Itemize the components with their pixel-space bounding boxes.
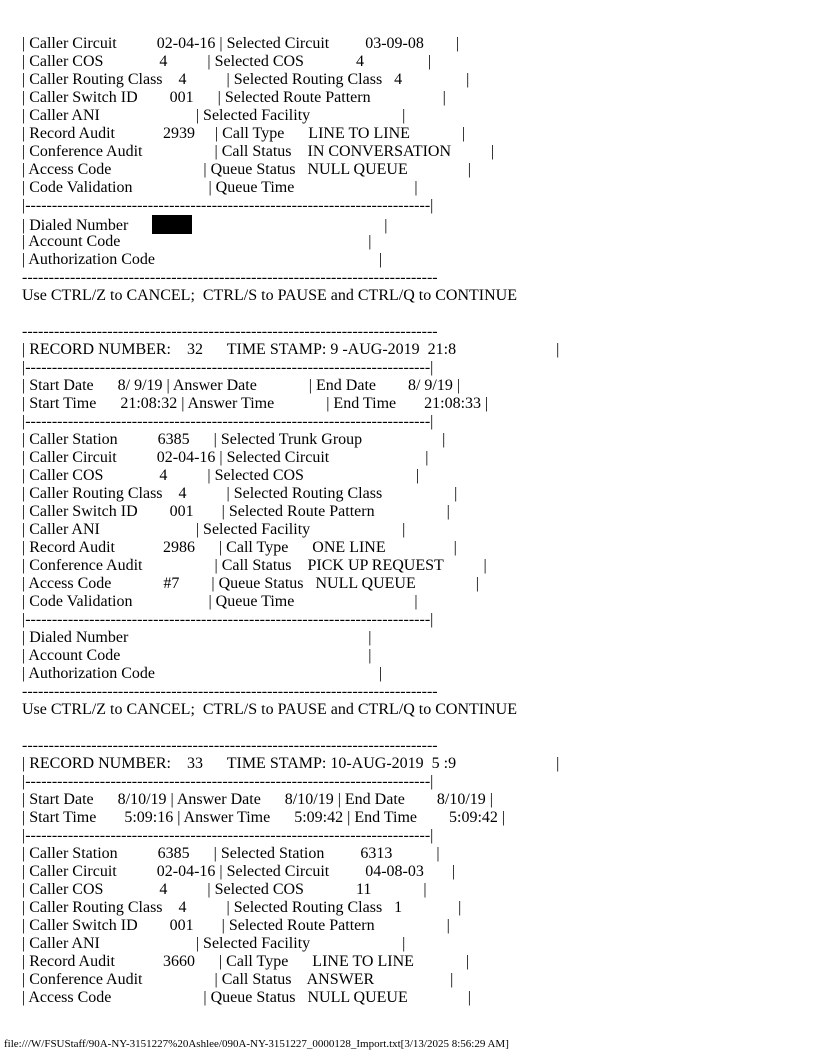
text-line: | Start Time 21:08:32 | Answer Time | En… (22, 395, 489, 412)
text-line: Use CTRL/Z to CANCEL; CTRL/S to PAUSE an… (22, 287, 517, 304)
text-line: | Access Code | Queue Status NULL QUEUE … (22, 161, 471, 178)
text-line: | Caller COS 4 | Selected COS 4 | (22, 53, 432, 70)
blank-line (22, 305, 559, 323)
text-line: | Access Code | Queue Status NULL QUEUE … (22, 989, 471, 1006)
text-line: |---------------------------------------… (22, 359, 434, 376)
text-line: | Account Code | (22, 233, 372, 250)
text-line: |---------------------------------------… (22, 827, 434, 844)
text-line: | RECORD NUMBER: 32 TIME STAMP: 9 -AUG-2… (22, 341, 560, 358)
text-document: | Caller Circuit 02-04-16 | Selected Cir… (22, 35, 559, 1007)
text-line: | Caller COS 4 | Selected COS | (22, 467, 420, 484)
text-line: | Caller Routing Class 4 | Selected Rout… (22, 485, 458, 502)
text-line: | Record Audit 3660 | Call Type LINE TO … (22, 953, 470, 970)
dialed-number-line: | Dialed Number | (22, 215, 559, 234)
text-line: |---------------------------------------… (22, 197, 434, 214)
text-line: |---------------------------------------… (22, 773, 434, 790)
text-line: | Start Time 5:09:16 | Answer Time 5:09:… (22, 809, 506, 826)
text-line: | Authorization Code | (22, 665, 383, 682)
text-line: | Caller ANI | Selected Facility | (22, 935, 406, 952)
text-line: ----------------------------------------… (22, 737, 438, 754)
text-line: | Access Code #7 | Queue Status NULL QUE… (22, 575, 479, 592)
line-rest: | (192, 217, 388, 234)
text-line: | Caller COS 4 | Selected COS 11 | (22, 881, 427, 898)
text-line: | Caller Switch ID 001 | Selected Route … (22, 89, 446, 106)
text-line: | Caller Circuit 02-04-16 | Selected Cir… (22, 449, 429, 466)
text-line: | Record Audit 2986 | Call Type ONE LINE… (22, 539, 457, 556)
text-line: | Code Validation | Queue Time | (22, 179, 418, 196)
text-line: | Caller Switch ID 001 | Selected Route … (22, 503, 450, 520)
text-line: | Conference Audit | Call Status PICK UP… (22, 557, 487, 574)
text-line: | Start Date 8/10/19 | Answer Date 8/10/… (22, 791, 493, 808)
text-line: | Caller Circuit 02-04-16 | Selected Cir… (22, 863, 456, 880)
redaction-box (152, 215, 193, 234)
text-line: |---------------------------------------… (22, 611, 434, 628)
text-line: | Authorization Code | (22, 251, 383, 268)
text-line: | Caller Routing Class 4 | Selected Rout… (22, 71, 470, 88)
file-path-footer: file:///W/FSUStaff/90A-NY-3151227%20Ashl… (4, 1038, 509, 1050)
text-line: |---------------------------------------… (22, 413, 434, 430)
text-line: | Caller Circuit 02-04-16 | Selected Cir… (22, 35, 460, 52)
text-line: ----------------------------------------… (22, 323, 438, 340)
text-line: | Dialed Number | (22, 629, 372, 646)
text-line: | Start Date 8/ 9/19 | Answer Date | End… (22, 377, 461, 394)
blank-line (22, 719, 559, 737)
text-line: ----------------------------------------… (22, 269, 438, 286)
text-line: Use CTRL/Z to CANCEL; CTRL/S to PAUSE an… (22, 701, 517, 718)
text-line: | Record Audit 2939 | Call Type LINE TO … (22, 125, 466, 142)
text-line: ----------------------------------------… (22, 683, 438, 700)
text-line: | Caller Station 6385 | Selected Trunk G… (22, 431, 446, 448)
text-line: | Caller ANI | Selected Facility | (22, 521, 406, 538)
text-line: | Conference Audit | Call Status IN CONV… (22, 143, 495, 160)
text-line: | Conference Audit | Call Status ANSWER … (22, 971, 454, 988)
text-line: | Code Validation | Queue Time | (22, 593, 418, 610)
text-line: | Caller Switch ID 001 | Selected Route … (22, 917, 450, 934)
text-line: | Caller Routing Class 4 | Selected Rout… (22, 899, 462, 916)
text-line: | Caller Station 6385 | Selected Station… (22, 845, 440, 862)
text-line: | Account Code | (22, 647, 372, 664)
text-line: | Caller ANI | Selected Facility | (22, 107, 406, 124)
text-line: | RECORD NUMBER: 33 TIME STAMP: 10-AUG-2… (22, 755, 560, 772)
line-label: | Dialed Number (22, 217, 153, 234)
